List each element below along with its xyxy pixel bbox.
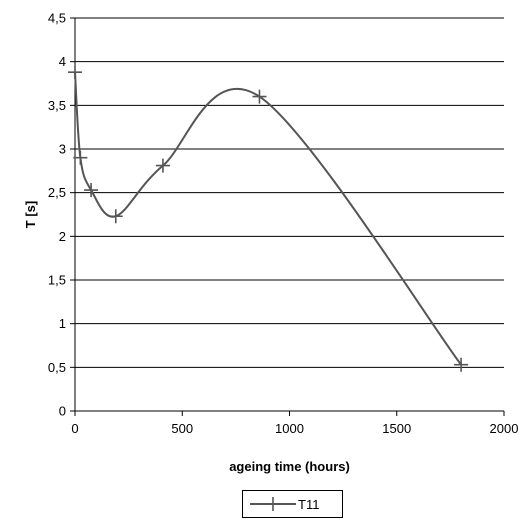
data-point-marker xyxy=(68,65,82,80)
legend: T11 xyxy=(242,490,343,518)
x-tick-label: 500 xyxy=(171,421,193,436)
x-tick-label: 1000 xyxy=(275,421,304,436)
data-point-marker xyxy=(454,357,469,372)
axes xyxy=(74,18,504,412)
y-tick-label: 2,5 xyxy=(48,185,66,200)
data-point-marker xyxy=(108,209,123,224)
series-layer xyxy=(68,65,469,372)
data-point-marker xyxy=(73,150,88,165)
y-tick-label: 3,5 xyxy=(48,98,66,113)
x-tick-label: 0 xyxy=(71,421,78,436)
data-point-marker xyxy=(155,158,170,173)
y-tick-label: 4 xyxy=(59,54,66,69)
y-tick-label: 3 xyxy=(59,142,66,157)
y-tick-label: 2 xyxy=(59,229,66,244)
legend-marker xyxy=(266,497,280,511)
x-tick-label: 1500 xyxy=(382,421,411,436)
data-point-marker xyxy=(252,89,267,104)
y-tick-label: 1,5 xyxy=(48,273,66,288)
x-tick-label: 2000 xyxy=(490,421,519,436)
y-tick-label: 0 xyxy=(59,404,66,419)
gridlines xyxy=(75,17,504,368)
axis-ticks: 0 0,5 1 1,5 2 2,5 3 3,5 4 4,5 0 500 1000 1500 2000 xyxy=(48,11,519,437)
y-tick-label: 0,5 xyxy=(48,360,66,375)
data-point-marker xyxy=(84,183,99,198)
x-axis-title: ageing time (hours) xyxy=(229,459,350,474)
legend-label: T11 xyxy=(298,497,319,512)
series-line xyxy=(74,72,462,366)
y-tick-label: 4,5 xyxy=(48,11,66,26)
y-axis-title: T [s] xyxy=(23,201,38,228)
y-tick-label: 1 xyxy=(59,316,66,331)
